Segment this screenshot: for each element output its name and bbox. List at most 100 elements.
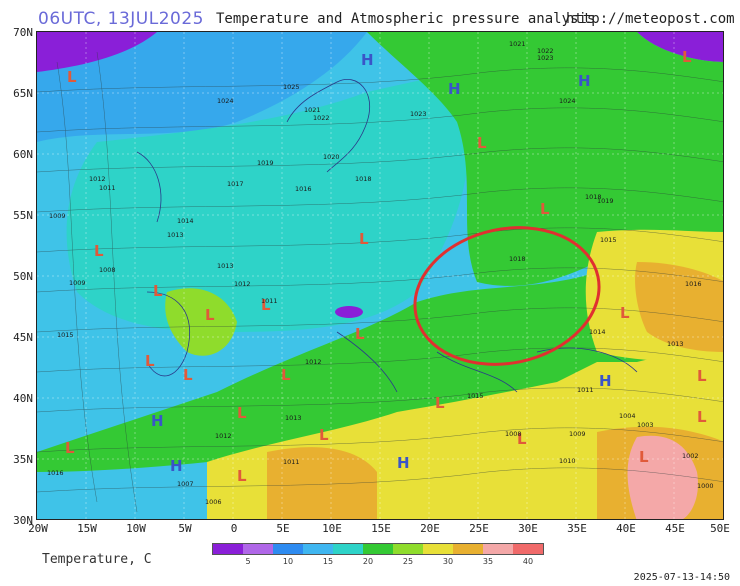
legend-tick: 35 bbox=[482, 557, 494, 566]
high-pressure-center: H bbox=[397, 454, 410, 472]
high-pressure-center: H bbox=[448, 80, 461, 98]
lat-label: 45N bbox=[13, 331, 33, 344]
extreme-heat-region bbox=[627, 435, 698, 519]
legend-tick: 15 bbox=[322, 557, 334, 566]
isobar-label: 1016 bbox=[685, 280, 702, 288]
very-hot-region-sahara bbox=[267, 447, 377, 519]
source-url[interactable]: http://meteopost.com bbox=[566, 11, 735, 27]
low-pressure-center: L bbox=[205, 306, 215, 324]
lon-label: 20W bbox=[28, 522, 48, 535]
isobar-label: 1018 bbox=[355, 175, 372, 183]
colorbar-swatch bbox=[243, 544, 273, 554]
legend-tick: 25 bbox=[402, 557, 414, 566]
warm-iberia-north bbox=[165, 288, 237, 356]
isobar-label: 1023 bbox=[537, 54, 554, 62]
isobar-label: 1008 bbox=[99, 266, 116, 274]
low-pressure-center: L bbox=[620, 304, 630, 322]
low-pressure-center: L bbox=[67, 68, 77, 86]
warm-region-north bbox=[367, 32, 723, 286]
isobar-label: 1023 bbox=[410, 110, 427, 118]
coastlines bbox=[136, 79, 638, 393]
isobar-label: 1019 bbox=[597, 197, 614, 205]
isobar-label: 1010 bbox=[559, 457, 576, 465]
isobar-label: 1007 bbox=[177, 480, 194, 488]
lat-label: 65N bbox=[13, 87, 33, 100]
highlight-ellipse bbox=[413, 226, 601, 366]
lat-label: 40N bbox=[13, 392, 33, 405]
lon-label: 10E bbox=[322, 522, 342, 535]
very-hot-region-east bbox=[635, 262, 723, 352]
isobar-label: 1012 bbox=[305, 358, 322, 366]
isobar-label: 1024 bbox=[217, 97, 234, 105]
low-pressure-center: L bbox=[281, 366, 291, 384]
isobar-label: 1009 bbox=[49, 212, 66, 220]
isobar-label: 1016 bbox=[47, 469, 64, 477]
lat-label: 35N bbox=[13, 453, 33, 466]
low-pressure-center: L bbox=[682, 48, 692, 66]
lon-label: 15E bbox=[371, 522, 391, 535]
colorbar-swatch bbox=[213, 544, 243, 554]
isobar-label: 1025 bbox=[283, 83, 300, 91]
isobar-label: 1011 bbox=[261, 297, 278, 305]
low-pressure-center: L bbox=[319, 426, 329, 444]
isobar-label: 1021 bbox=[509, 40, 526, 48]
colorbar-swatch bbox=[483, 544, 513, 554]
isobar-label: 1024 bbox=[559, 97, 576, 105]
colorbar-swatch bbox=[333, 544, 363, 554]
isobar-label: 1015 bbox=[467, 392, 484, 400]
isobar-label: 1012 bbox=[215, 432, 232, 440]
cold-spot-alps bbox=[335, 306, 363, 318]
lon-label: 35E bbox=[567, 522, 587, 535]
isobar-label: 1011 bbox=[99, 184, 116, 192]
isobar-label: 1019 bbox=[257, 159, 274, 167]
isobar-label: 1014 bbox=[589, 328, 606, 336]
isobar-label: 1013 bbox=[285, 414, 302, 422]
lat-label: 50N bbox=[13, 270, 33, 283]
chart-title: Temperature and Atmospheric pressure ana… bbox=[216, 11, 596, 27]
isobar-label: 1011 bbox=[577, 386, 594, 394]
lon-label: 50E bbox=[710, 522, 730, 535]
graticule bbox=[37, 32, 723, 519]
isobar-label: 1022 bbox=[313, 114, 330, 122]
colorbar-swatch bbox=[303, 544, 333, 554]
low-pressure-center: L bbox=[639, 448, 649, 466]
isobar-label: 1006 bbox=[205, 498, 222, 506]
high-pressure-center: H bbox=[578, 72, 591, 90]
isobar-label: 1011 bbox=[283, 458, 300, 466]
low-pressure-center: L bbox=[237, 467, 247, 485]
lon-label: 5W bbox=[178, 522, 192, 535]
low-pressure-center: L bbox=[261, 296, 271, 314]
lon-label: 20E bbox=[420, 522, 440, 535]
high-pressure-center: H bbox=[599, 372, 612, 390]
low-pressure-center: L bbox=[359, 230, 369, 248]
isobar-label: 1013 bbox=[667, 340, 684, 348]
timestamp: 2025-07-13-14:50 bbox=[633, 572, 730, 583]
isobar-label: 1014 bbox=[177, 217, 194, 225]
lon-label: 25E bbox=[469, 522, 489, 535]
lon-label: 0 bbox=[230, 522, 238, 535]
low-pressure-center: L bbox=[697, 367, 707, 385]
lon-label: 40E bbox=[616, 522, 636, 535]
isobars bbox=[37, 51, 723, 513]
isobar-label: 1016 bbox=[295, 185, 312, 193]
low-pressure-center: L bbox=[145, 352, 155, 370]
low-pressure-center: L bbox=[435, 394, 445, 412]
legend-tick: 5 bbox=[245, 557, 251, 566]
low-pressure-center: L bbox=[477, 134, 487, 152]
lat-label: 55N bbox=[13, 209, 33, 222]
isobar-label: 1017 bbox=[227, 180, 244, 188]
cold-region-ne bbox=[637, 32, 723, 62]
lon-label: 30E bbox=[518, 522, 538, 535]
isobar-label: 1000 bbox=[697, 482, 714, 490]
lat-label: 70N bbox=[13, 26, 33, 39]
isobar-label: 1003 bbox=[637, 421, 654, 429]
isobar-label: 1008 bbox=[505, 430, 522, 438]
low-pressure-center: L bbox=[153, 282, 163, 300]
low-pressure-center: L bbox=[237, 404, 247, 422]
isobar-label: 1013 bbox=[167, 231, 184, 239]
legend-tick: 30 bbox=[442, 557, 454, 566]
low-pressure-center: L bbox=[183, 366, 193, 384]
lon-label: 15W bbox=[77, 522, 97, 535]
weather-map[interactable]: L L H H H L L L L L L L L L L L L L H H … bbox=[36, 31, 724, 520]
colorbar-swatch bbox=[273, 544, 303, 554]
